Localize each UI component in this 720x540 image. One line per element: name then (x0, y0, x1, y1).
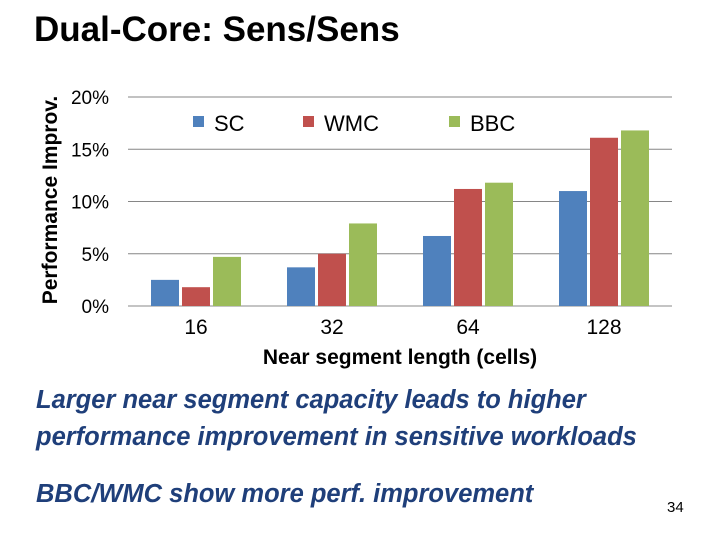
bar-bbc-32 (349, 223, 377, 306)
note-line-2: performance improvement in sensitive wor… (36, 423, 637, 451)
legend-swatch-wmc (303, 116, 314, 127)
x-tick-labels: 16 32 64 128 (184, 316, 621, 339)
page-number: 34 (667, 499, 684, 516)
y-tick-label: 15% (71, 140, 109, 161)
bar-sc-128 (559, 191, 587, 306)
x-tick-label: 128 (586, 316, 621, 339)
y-tick-label: 5% (82, 245, 110, 266)
legend-swatch-bbc (449, 116, 460, 127)
legend-label-sc: SC (214, 111, 245, 136)
x-tick-label: 32 (320, 316, 343, 339)
bar-chart: 0% 5% 10% 15% 20% 16 32 64 128 SC WMC BBC Perform… (39, 88, 672, 369)
legend: SC WMC BBC (193, 111, 515, 136)
bar-bbc-128 (621, 130, 649, 306)
bar-sc-64 (423, 235, 451, 306)
legend-swatch-sc (193, 116, 204, 127)
bar-wmc-128 (590, 137, 618, 306)
y-tick-label: 10% (71, 193, 109, 214)
bar-sc-32 (287, 267, 315, 306)
y-tick-label: 20% (71, 88, 109, 109)
bar-bbc-64 (485, 182, 513, 306)
x-tick-label: 64 (456, 316, 480, 339)
y-tick-label: 0% (82, 297, 110, 318)
x-axis-label: Near segment length (cells) (263, 346, 537, 369)
bar-sc-16 (151, 279, 179, 306)
note-line-1: Larger near segment capacity leads to hi… (36, 386, 586, 414)
bar-bbc-16 (213, 256, 241, 306)
legend-label-wmc: WMC (324, 111, 379, 136)
bar-wmc-32 (318, 253, 346, 306)
note-line-3: BBC/WMC show more perf. improvement (36, 480, 534, 508)
bar-wmc-16 (182, 287, 210, 306)
slide-title: Dual-Core: Sens/Sens (34, 10, 400, 49)
legend-label-bbc: BBC (470, 111, 515, 136)
bar-wmc-64 (454, 188, 482, 306)
y-axis-label: Performance Improv. (39, 96, 62, 305)
x-tick-label: 16 (184, 316, 207, 339)
y-tick-labels: 0% 5% 10% 15% 20% (71, 88, 109, 318)
bars (151, 130, 649, 306)
